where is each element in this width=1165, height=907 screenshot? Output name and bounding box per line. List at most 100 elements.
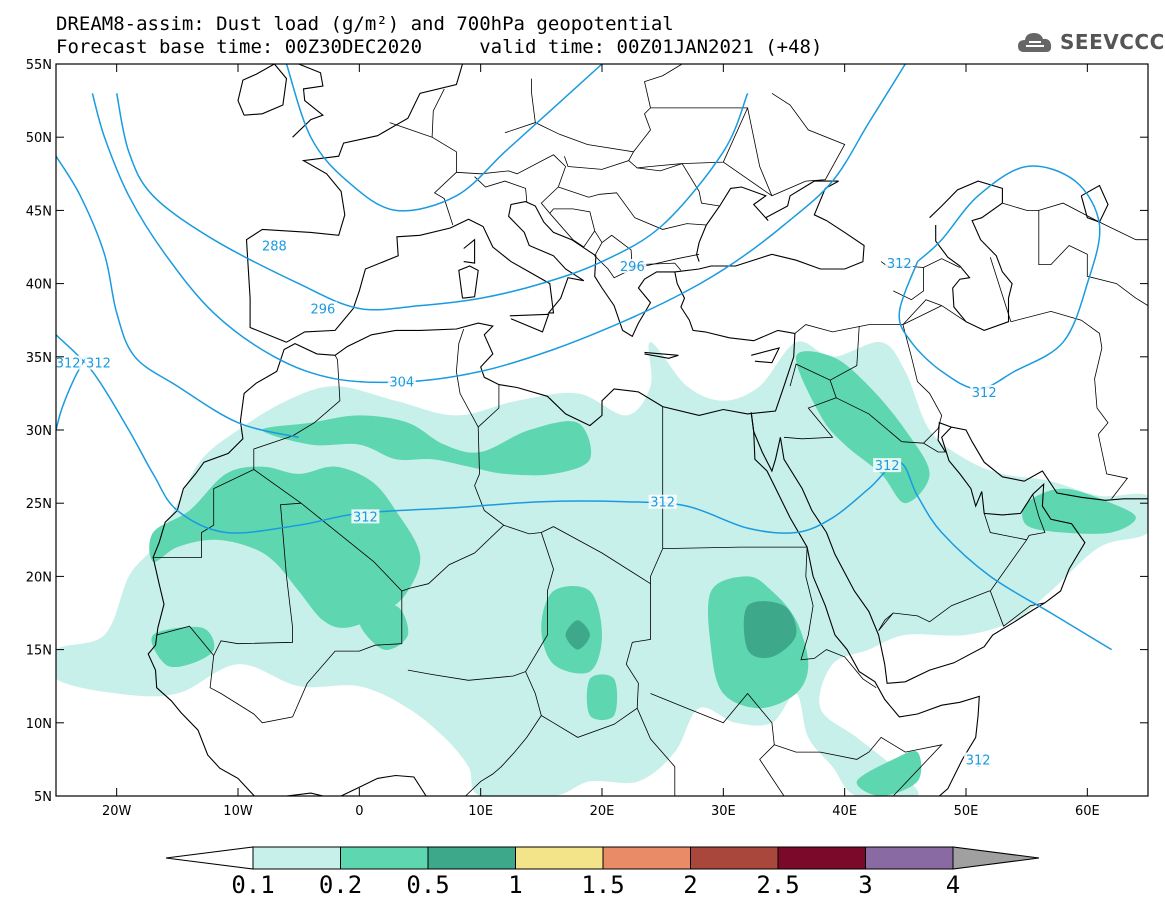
country-border <box>774 736 943 796</box>
colorbar-label: 1.5 <box>581 871 624 899</box>
dust-area-level-1 <box>586 674 618 721</box>
colorbar-bin <box>427 846 516 870</box>
colorbar-label: 0.5 <box>406 871 449 899</box>
dust-area-level-1 <box>856 750 922 796</box>
coastline <box>509 313 550 333</box>
geopotential-contour <box>56 155 299 439</box>
colorbar-label: 2 <box>683 871 697 899</box>
contour-label-bg <box>618 259 647 274</box>
logo-text: SEEVCCC <box>1060 30 1165 54</box>
country-border <box>644 64 683 108</box>
dust-fields <box>56 341 1148 796</box>
x-tick-label: 50E <box>954 804 979 819</box>
country-border <box>213 502 302 656</box>
y-tick-label: 55N <box>26 58 52 73</box>
country-border <box>504 122 635 161</box>
coastline <box>147 201 796 796</box>
contour-label-bg <box>54 355 83 370</box>
coastline <box>1080 184 1109 223</box>
country-border <box>389 88 445 138</box>
coastline <box>644 351 679 359</box>
y-tick-label: 15N <box>26 644 52 659</box>
country-border <box>902 324 943 444</box>
contour-label-bg <box>260 238 289 253</box>
y-tick-label: 25N <box>26 497 52 512</box>
coastline <box>245 64 464 343</box>
coastline <box>292 64 325 138</box>
coastline <box>750 412 1148 684</box>
colorbar-bin <box>777 846 866 870</box>
country-border <box>878 612 894 631</box>
x-tick-label: 20E <box>590 804 615 819</box>
x-tick-label: 40E <box>832 804 857 819</box>
country-border <box>829 326 860 381</box>
y-tick-label: 5N <box>34 790 52 805</box>
axis-ticks: 20W 10W 0 10E 20E 30E 40E 50E 60E 55N 50N 45N 40N 35N… <box>26 58 1148 819</box>
coastline <box>237 64 288 116</box>
country-border <box>464 671 542 796</box>
country-border <box>594 242 633 279</box>
y-tick-label: 45N <box>26 204 52 219</box>
contour-label: 312 <box>972 386 997 401</box>
contour-label: 312 <box>56 357 81 372</box>
x-tick-label: 60E <box>1075 804 1100 819</box>
colorbar-bin <box>340 846 429 870</box>
coastline <box>751 347 781 364</box>
country-border <box>800 547 877 689</box>
colorbar-bin <box>252 846 341 870</box>
country-border <box>474 176 528 202</box>
country-border <box>941 305 967 323</box>
country-border <box>747 107 773 196</box>
cloud-logo-icon <box>1018 33 1052 52</box>
country-border <box>989 257 1012 322</box>
colorbar-label: 3 <box>858 871 872 899</box>
contour-label-bg <box>351 509 380 524</box>
y-tick-label: 40N <box>26 278 52 293</box>
country-border <box>632 253 700 270</box>
country-border <box>531 78 536 123</box>
country-border <box>637 107 749 172</box>
y-tick-label: 10N <box>26 717 52 732</box>
colorbar-label: 4 <box>946 871 960 899</box>
country-border <box>794 299 942 334</box>
contour-label-bg <box>308 301 337 316</box>
country-border <box>503 406 664 585</box>
coastline <box>284 774 428 796</box>
country-border <box>902 305 942 325</box>
contour-label: 296 <box>620 260 645 275</box>
dust-area-level-2 <box>743 601 797 659</box>
country-border <box>1002 202 1148 241</box>
country-border <box>541 583 651 738</box>
geopotential-contour <box>285 64 603 212</box>
coastlines-borders <box>147 64 1148 796</box>
country-border <box>557 166 707 230</box>
colorbar-label: 0.2 <box>319 871 362 899</box>
contour-label: 312 <box>966 753 991 768</box>
contour-label-bg <box>84 355 113 370</box>
geopotential-contour <box>91 64 906 384</box>
coastline <box>929 180 1013 331</box>
map-subtitle: Forecast base time: 00Z30DEC2020 valid t… <box>56 36 823 58</box>
dust-area-level-1 <box>359 605 409 650</box>
map-title: DREAM8-assim: Dust load (g/m²) and 700hP… <box>56 13 674 35</box>
dust-area-level-2 <box>565 620 590 650</box>
contour-label-bg <box>387 374 416 389</box>
colorbar-bin <box>690 846 779 870</box>
colorbar-bin <box>515 846 604 870</box>
coastline <box>937 421 952 453</box>
contour-label: 296 <box>311 302 336 317</box>
country-border <box>156 591 403 724</box>
contour-label: 304 <box>389 376 414 391</box>
country-border <box>564 156 720 207</box>
contour-labels: 288 296 296 304 312 312 312 312 312 312 312 312 <box>54 238 999 768</box>
country-border <box>253 355 341 470</box>
coastline <box>458 265 479 299</box>
y-tick-label: 50N <box>26 131 52 146</box>
x-tick-label: 0 <box>355 804 363 819</box>
contour-label-bg <box>970 384 999 399</box>
y-tick-label: 35N <box>26 351 52 366</box>
country-border <box>723 92 846 197</box>
colorbar-label: 1 <box>508 871 522 899</box>
colorbar-label: 2.5 <box>756 871 799 899</box>
